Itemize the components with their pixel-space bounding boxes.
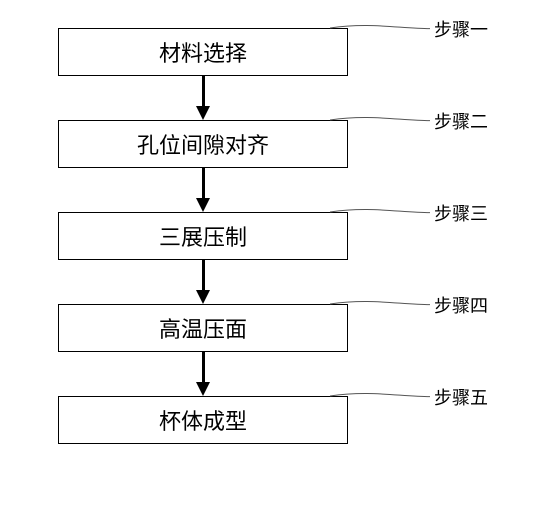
arrow-line-3 <box>202 260 205 290</box>
step-text-2: 孔位间隙对齐 <box>137 128 269 160</box>
arrow-line-2 <box>202 168 205 198</box>
step-text-1: 材料选择 <box>159 36 247 68</box>
step-box-5: 杯体成型 <box>58 396 348 444</box>
step-label-3: 步骤三 <box>434 200 488 226</box>
step-box-3: 三展压制 <box>58 212 348 260</box>
arrow-line-1 <box>202 76 205 106</box>
step-text-3: 三展压制 <box>159 220 247 252</box>
step-box-1: 材料选择 <box>58 28 348 76</box>
arrow-4 <box>196 352 210 396</box>
step-label-4: 步骤四 <box>434 292 488 318</box>
flowchart-container: 材料选择 步骤一孔位间隙对齐 步骤二三展压制 步骤三高温压面 步骤四杯体成型 步骤五 <box>0 0 534 508</box>
step-box-2: 孔位间隙对齐 <box>58 120 348 168</box>
arrow-head-4 <box>196 382 210 396</box>
arrow-2 <box>196 168 210 212</box>
arrow-3 <box>196 260 210 304</box>
step-label-5: 步骤五 <box>434 384 488 410</box>
step-text-4: 高温压面 <box>159 312 247 344</box>
arrow-head-3 <box>196 290 210 304</box>
arrow-head-2 <box>196 198 210 212</box>
arrow-line-4 <box>202 352 205 382</box>
step-label-2: 步骤二 <box>434 108 488 134</box>
arrow-head-1 <box>196 106 210 120</box>
step-box-4: 高温压面 <box>58 304 348 352</box>
step-text-5: 杯体成型 <box>159 404 247 436</box>
step-label-1: 步骤一 <box>434 16 488 42</box>
arrow-1 <box>196 76 210 120</box>
